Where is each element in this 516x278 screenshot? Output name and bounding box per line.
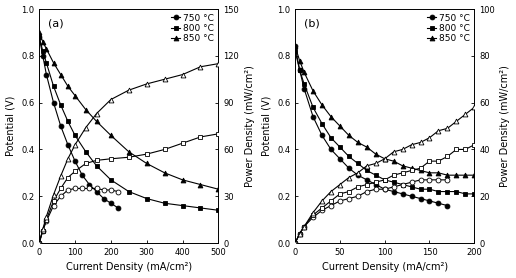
X-axis label: Current Density (mA/cm²): Current Density (mA/cm²)	[66, 262, 192, 272]
Y-axis label: Power Density (mW/cm²): Power Density (mW/cm²)	[245, 65, 254, 187]
Y-axis label: Power Density (mW/cm²): Power Density (mW/cm²)	[501, 65, 510, 187]
Legend: 750 °C, 800 °C, 850 °C: 750 °C, 800 °C, 850 °C	[169, 12, 216, 45]
X-axis label: Current Density (mA/cm²): Current Density (mA/cm²)	[321, 262, 448, 272]
Y-axis label: Potential (V): Potential (V)	[262, 96, 271, 156]
Text: (a): (a)	[48, 18, 64, 28]
Legend: 750 °C, 800 °C, 850 °C: 750 °C, 800 °C, 850 °C	[425, 12, 472, 45]
Y-axis label: Potential (V): Potential (V)	[6, 96, 15, 156]
Text: (b): (b)	[304, 18, 320, 28]
